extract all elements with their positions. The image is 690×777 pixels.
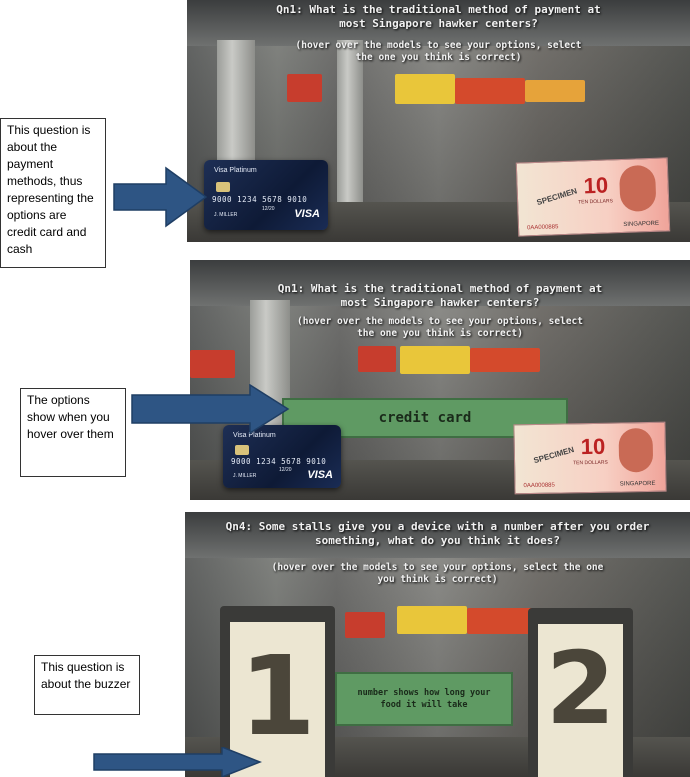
credit-card-model[interactable]: Visa Platinum 9000 1234 5678 9010 12/20 … — [223, 425, 341, 488]
card-chip-icon — [235, 445, 249, 455]
screenshot-panel-3: Qn4: Some stalls give you a device with … — [185, 512, 690, 777]
question-text: Qn1: What is the traditional method of p… — [277, 282, 603, 309]
hint-text: (hover over the models to see your optio… — [297, 316, 583, 339]
stall-sign — [395, 74, 455, 104]
annotation-note-3: This question is about the buzzer — [34, 655, 140, 715]
hint-text: (hover over the models to see your optio… — [271, 562, 604, 585]
buzzer-1-model[interactable]: 1 — [220, 606, 335, 777]
arrow-icon — [131, 384, 290, 434]
portrait-image — [618, 427, 654, 473]
arrow-icon — [113, 166, 208, 228]
screenshot-panel-1: Qn1: What is the traditional method of p… — [187, 0, 690, 242]
credit-card-model[interactable]: Visa Platinum 9000 1234 5678 9010 12/20 … — [204, 160, 328, 230]
annotation-note-2: The options show when you hover over the… — [20, 388, 126, 477]
card-chip-icon — [216, 182, 230, 192]
banknote-model[interactable]: SPECIMEN 10 TEN DOLLARS SINGAPORE 0AA000… — [515, 157, 671, 237]
option-buzzer-label[interactable]: number shows how long your food it will … — [335, 672, 513, 726]
visa-logo: VISA — [307, 469, 333, 481]
stall-sign — [525, 80, 585, 102]
buzzer-number: 1 — [239, 632, 316, 760]
hint-text: (hover over the models to see your optio… — [295, 40, 582, 63]
visa-logo: VISA — [294, 208, 320, 220]
arrow-icon — [93, 747, 262, 777]
question-text: Qn1: What is the traditional method of p… — [276, 3, 601, 30]
buzzer-number: 2 — [545, 630, 616, 747]
question-text: Qn4: Some stalls give you a device with … — [225, 520, 650, 547]
stall-sign — [455, 78, 525, 104]
screenshot-panel-2: Qn1: What is the traditional method of p… — [190, 260, 690, 500]
buzzer-2-model[interactable]: 2 — [528, 608, 633, 777]
portrait-image — [618, 164, 657, 213]
banknote-model[interactable]: SPECIMEN 10 TEN DOLLARS SINGAPORE 0AA000… — [513, 421, 667, 495]
annotation-note-1: This question is about the payment metho… — [0, 118, 106, 268]
